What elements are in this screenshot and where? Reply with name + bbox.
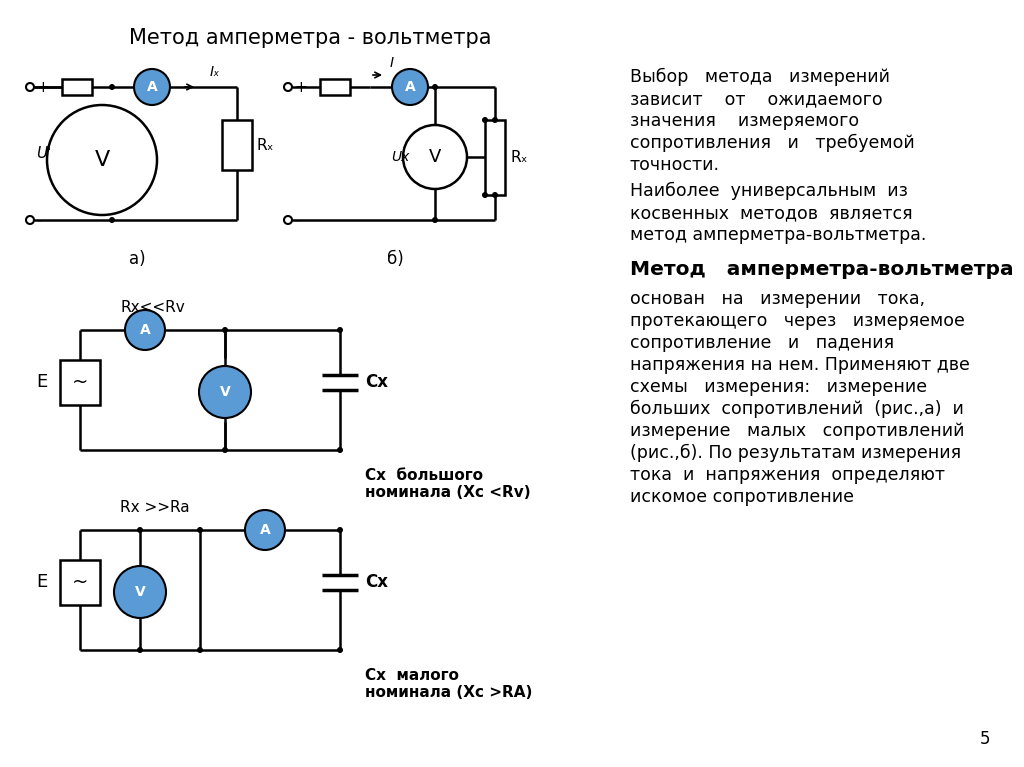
Text: Метод амперметра - вольтметра: Метод амперметра - вольтметра (129, 28, 492, 48)
Text: напряжения на нем. Применяют две: напряжения на нем. Применяют две (630, 356, 970, 374)
Bar (60, 360, 100, 405)
Bar (60, 560, 100, 605)
Circle shape (197, 527, 203, 533)
Circle shape (197, 647, 203, 653)
Circle shape (482, 192, 488, 198)
Text: 5: 5 (980, 730, 990, 748)
Text: Наиболее  универсальным  из: Наиболее универсальным из (630, 182, 908, 200)
Circle shape (222, 447, 228, 453)
Circle shape (26, 216, 34, 224)
Circle shape (492, 117, 498, 123)
Bar (62, 79, 92, 95)
Bar (222, 120, 252, 170)
Circle shape (109, 84, 115, 90)
Circle shape (403, 125, 467, 189)
Text: V: V (134, 585, 145, 599)
Text: Cx: Cx (365, 573, 388, 591)
Text: косвенных  методов  является: косвенных методов является (630, 204, 912, 222)
Text: Cx  большого
номинала (Xc <Rv): Cx большого номинала (Xc <Rv) (365, 468, 530, 500)
Text: (рис.,б). По результатам измерения: (рис.,б). По результатам измерения (630, 444, 962, 463)
Text: ~: ~ (72, 572, 88, 591)
Text: точности.: точности. (630, 156, 720, 174)
Text: больших  сопротивлений  (рис.,а)  и: больших сопротивлений (рис.,а) и (630, 400, 964, 418)
Text: Выбор   метода   измерений: Выбор метода измерений (630, 68, 890, 86)
Text: +: + (294, 80, 307, 94)
Text: A: A (404, 80, 416, 94)
Bar (319, 79, 350, 95)
Text: V: V (94, 150, 110, 170)
Text: Rx<<Rv: Rx<<Rv (120, 300, 184, 315)
Text: сопротивления   и   требуемой: сопротивления и требуемой (630, 134, 914, 152)
Text: протекающего   через   измеряемое: протекающего через измеряемое (630, 312, 965, 330)
Text: V: V (429, 148, 441, 166)
Circle shape (245, 510, 285, 550)
Text: метод амперметра-вольтметра.: метод амперметра-вольтметра. (630, 226, 927, 244)
Circle shape (125, 310, 165, 350)
Text: E: E (37, 373, 48, 391)
Circle shape (114, 566, 166, 618)
Circle shape (337, 527, 343, 533)
Text: E: E (37, 573, 48, 591)
Circle shape (134, 69, 170, 105)
Circle shape (492, 192, 498, 198)
Text: Rx >>Ra: Rx >>Ra (120, 500, 189, 515)
Text: A: A (260, 523, 270, 537)
Text: сопротивление   и   падения: сопротивление и падения (630, 334, 894, 352)
Text: а): а) (129, 250, 145, 268)
Circle shape (337, 327, 343, 333)
Text: искомое сопротивление: искомое сопротивление (630, 488, 854, 506)
Text: Метод   амперметра-вольтметра: Метод амперметра-вольтметра (630, 260, 1014, 279)
Text: Rₓ: Rₓ (257, 137, 274, 153)
Circle shape (137, 527, 143, 533)
Text: значения    измеряемого: значения измеряемого (630, 112, 859, 130)
Circle shape (222, 327, 228, 333)
Circle shape (137, 647, 143, 653)
Circle shape (432, 217, 438, 223)
Circle shape (284, 216, 292, 224)
Text: ~: ~ (72, 373, 88, 391)
Text: Cx  малого
номинала (Xc >RА): Cx малого номинала (Xc >RА) (365, 668, 532, 700)
Text: Iₓ: Iₓ (210, 65, 220, 79)
Text: основан   на   измерении   тока,: основан на измерении тока, (630, 290, 925, 308)
Text: б): б) (387, 250, 403, 268)
Circle shape (47, 105, 157, 215)
Text: Rₓ: Rₓ (510, 150, 527, 164)
Circle shape (284, 83, 292, 91)
Text: A: A (146, 80, 158, 94)
Bar (485, 120, 505, 195)
Circle shape (199, 366, 251, 418)
Text: +: + (36, 80, 49, 94)
Text: V: V (219, 385, 230, 399)
Text: Ux: Ux (391, 150, 410, 164)
Text: A: A (139, 323, 151, 337)
Text: Cx: Cx (365, 373, 388, 391)
Circle shape (337, 447, 343, 453)
Circle shape (432, 84, 438, 90)
Text: тока  и  напряжения  определяют: тока и напряжения определяют (630, 466, 945, 484)
Text: схемы   измерения:   измерение: схемы измерения: измерение (630, 378, 927, 396)
Circle shape (392, 69, 428, 105)
Circle shape (482, 117, 488, 123)
Circle shape (109, 217, 115, 223)
Circle shape (337, 647, 343, 653)
Text: I: I (390, 56, 394, 70)
Text: -: - (294, 212, 299, 228)
Text: измерение   малых   сопротивлений: измерение малых сопротивлений (630, 422, 965, 440)
Text: U': U' (36, 146, 51, 160)
Circle shape (26, 83, 34, 91)
Text: -: - (36, 212, 42, 228)
Text: зависит    от    ожидаемого: зависит от ожидаемого (630, 90, 883, 108)
